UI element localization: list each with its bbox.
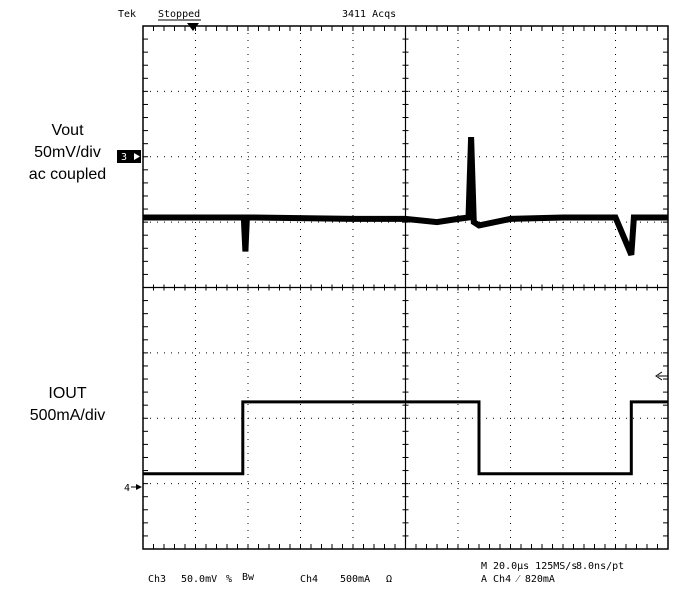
- ch3-bandwidth-limit: Bw: [242, 572, 255, 583]
- ch4-name: Ch4: [300, 574, 318, 585]
- brand-label: Tek: [118, 9, 136, 20]
- trigger-level-marker: [655, 371, 668, 381]
- acquisition-status: Stopped: [158, 9, 200, 20]
- graticule-grid: [142, 25, 669, 550]
- ch4-marker-number: 4: [124, 483, 130, 494]
- ch3-name: Ch3: [148, 574, 166, 585]
- vout-label-line-1: Vout: [51, 122, 84, 139]
- timebase-readout: M 20.0µs 125MS/s: [481, 561, 577, 572]
- trace-ch4: [143, 400, 668, 476]
- resolution-readout: 8.0ns/pt: [576, 561, 624, 572]
- iout-channel-label: IOUT 500mA/div: [0, 383, 135, 427]
- ch3-scale: 50.0mV: [181, 574, 217, 585]
- ch3-marker-number: 3: [121, 152, 127, 163]
- trigger-position-marker-icon: [187, 23, 199, 31]
- iout-label-line-1: IOUT: [48, 385, 87, 402]
- vout-channel-label: Vout 50mV/div ac coupled: [0, 120, 135, 186]
- vout-label-line-3: ac coupled: [28, 166, 107, 183]
- ch3-marker-arrow-icon: [134, 153, 140, 160]
- ch3-coupling: %: [226, 574, 232, 585]
- trigger-readout: A Ch4 ⁄ 820mA: [481, 574, 555, 585]
- waveform-traces: [143, 137, 668, 476]
- trigger-level-arrow-icon: [655, 371, 663, 381]
- iout-label-line-2: 500mA/div: [29, 407, 106, 424]
- vout-label-line-2: 50mV/div: [34, 144, 101, 161]
- ch4-ground-marker: 4: [124, 483, 142, 494]
- trace-ch3: [143, 137, 668, 256]
- ch4-coupling: Ω: [386, 574, 392, 585]
- ch3-ground-marker: 3: [117, 150, 141, 163]
- acquisition-count: 3411 Acqs: [342, 9, 396, 20]
- ch3-marker-box: [117, 150, 141, 163]
- ch4-scale: 500mA: [340, 574, 370, 585]
- ch4-marker-arrow-icon: [136, 484, 142, 490]
